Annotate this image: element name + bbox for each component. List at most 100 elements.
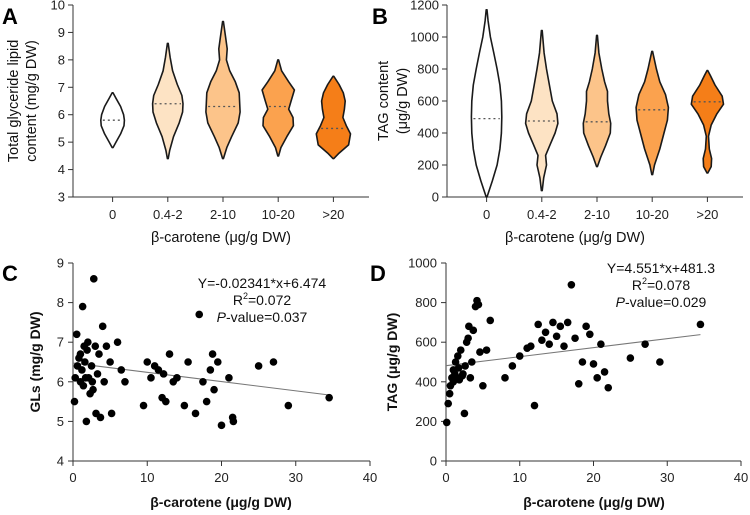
y-tick-label: 9 (58, 25, 65, 40)
data-point (482, 346, 491, 354)
data-point (184, 358, 192, 366)
y-tick-label: 8 (57, 295, 64, 310)
data-point (571, 334, 579, 343)
violin-0.4-2 (151, 42, 184, 160)
panel-d-points (442, 280, 705, 427)
data-point (206, 366, 215, 374)
data-point (515, 352, 524, 360)
panel-b-ticks: 0 200 400 600 800 1000 1200 0 0.4-2 2-10 10-20 >20 (410, 0, 718, 222)
data-point (117, 366, 126, 374)
data-point (83, 346, 91, 354)
data-point (600, 368, 609, 376)
data-point (208, 350, 217, 358)
data-point (180, 401, 189, 410)
data-point (147, 374, 155, 382)
y-tick-label: 5 (57, 414, 64, 429)
data-point (476, 348, 484, 356)
data-point (269, 358, 278, 366)
x-tick-label: 20 (586, 470, 600, 485)
data-point (567, 280, 576, 289)
panel-d-x-title: β-carotene (μg/g DW) (523, 494, 665, 510)
data-point (78, 366, 86, 374)
data-point (106, 358, 114, 366)
panel-d-y-title: TAG (μg/g DW) (384, 313, 400, 412)
data-point (72, 330, 81, 339)
data-point (88, 378, 97, 386)
data-point (541, 328, 550, 337)
y-tick-label: 600 (417, 94, 439, 109)
y-tick-label: 7 (57, 335, 64, 350)
panel-c-pvalue: P-value=0.037 (217, 309, 308, 325)
data-point (173, 374, 181, 382)
x-tick-label: 2-10 (584, 207, 610, 222)
data-point (459, 370, 467, 378)
data-point (556, 322, 565, 331)
data-point (79, 381, 88, 390)
data-point (442, 418, 451, 427)
x-tick-label: 30 (289, 470, 303, 485)
y-tick-label: 6 (58, 107, 65, 122)
panel-b-violins (470, 9, 725, 198)
data-point (95, 350, 103, 358)
x-tick-label: 30 (660, 470, 674, 485)
panel-c-y-title: GLs (mg/g DW) (27, 311, 43, 412)
data-point (254, 362, 263, 370)
violin-0 (100, 92, 126, 149)
data-point (84, 338, 92, 347)
data-point (545, 340, 554, 348)
data-point (626, 354, 635, 362)
panel-d-pvalue: P-value=0.029 (616, 294, 707, 310)
data-point (456, 346, 465, 354)
panel-b: B 0 200 400 600 800 1000 1200 0 0.4-2 2-10 10-20 >2… (372, 0, 743, 246)
panel-b-x-title: β-carotene (μg/g DW) (505, 230, 645, 246)
panel-a-label: A (2, 4, 18, 29)
y-tick-label: 4 (58, 162, 65, 177)
panel-d: D 0 200 400 600 800 1000 0 10 20 30 40 TAG (μg/g D… (370, 256, 748, 511)
data-point (508, 362, 517, 370)
panel-c: C 4 5 6 7 8 9 0 10 20 30 40 GLs (mg/g DW) β-carote… (2, 256, 377, 511)
x-tick-label: 0 (483, 207, 490, 222)
data-point (469, 326, 478, 335)
data-point (70, 397, 79, 406)
x-tick-label: 2-10 (210, 207, 236, 222)
data-point (121, 378, 129, 386)
data-point (597, 340, 605, 348)
panel-d-fit (445, 334, 701, 367)
data-point (534, 320, 542, 329)
panel-c-points (70, 275, 333, 430)
data-point (78, 302, 87, 311)
violin->20 (315, 75, 352, 160)
violin->20 (690, 69, 725, 174)
y-tick-label: 9 (57, 256, 64, 271)
data-point (641, 340, 649, 348)
data-point (549, 318, 557, 327)
data-point (527, 342, 535, 350)
data-point (552, 332, 561, 341)
x-tick-label: 0.4-2 (527, 207, 557, 222)
y-tick-label: 0 (430, 454, 437, 469)
violin-2-10 (582, 34, 612, 168)
data-point (76, 350, 85, 358)
x-tick-label: 20 (214, 470, 228, 485)
data-point (445, 389, 454, 398)
data-point (574, 379, 583, 388)
x-tick-label: 0 (442, 470, 449, 485)
data-point (466, 374, 475, 382)
violin-0 (470, 9, 503, 198)
y-tick-label: 400 (417, 126, 439, 141)
data-point (87, 362, 96, 370)
data-point (98, 322, 107, 331)
data-point (530, 401, 539, 410)
data-point (460, 409, 469, 418)
violin-0.4-2 (524, 29, 559, 192)
data-point (454, 364, 463, 372)
violin-10-20 (261, 59, 296, 157)
data-point (501, 374, 509, 382)
y-tick-label: 800 (417, 62, 439, 77)
data-point (89, 385, 97, 394)
data-point (213, 358, 222, 366)
panel-c-equation: Y=-0.02341*x+6.474 (198, 275, 327, 291)
data-point (107, 409, 116, 418)
data-point (582, 322, 590, 331)
